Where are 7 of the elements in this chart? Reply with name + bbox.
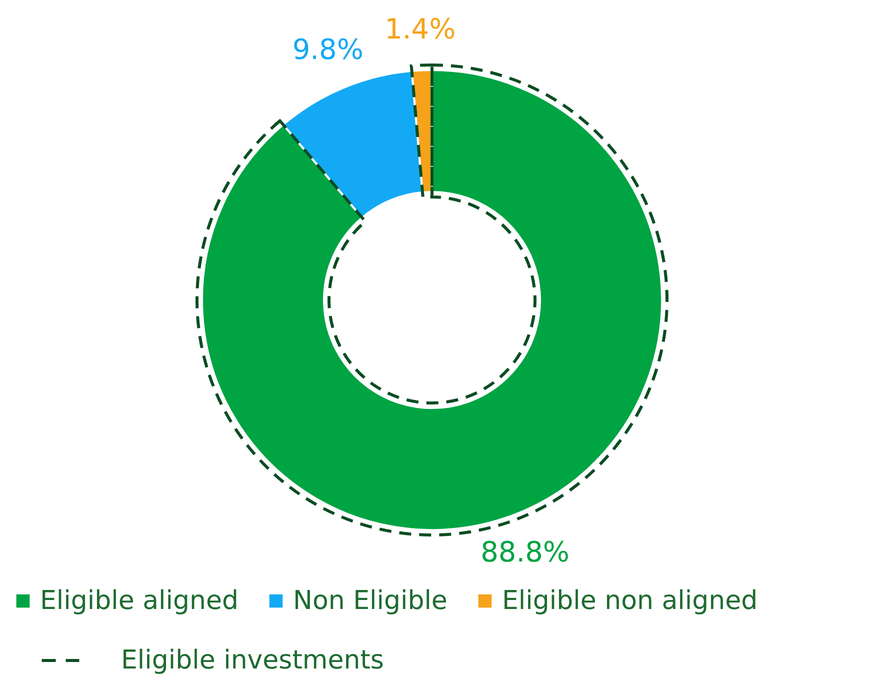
legend-label: Eligible non aligned — [502, 586, 758, 616]
data-label: 88.8% — [480, 535, 570, 568]
data-label: 9.8% — [292, 32, 364, 66]
legend-label: Eligible aligned — [40, 586, 238, 616]
data-label: 1.4% — [384, 12, 456, 46]
legend-label: Non Eligible — [293, 586, 448, 616]
text: Eligible investments — [121, 646, 384, 676]
